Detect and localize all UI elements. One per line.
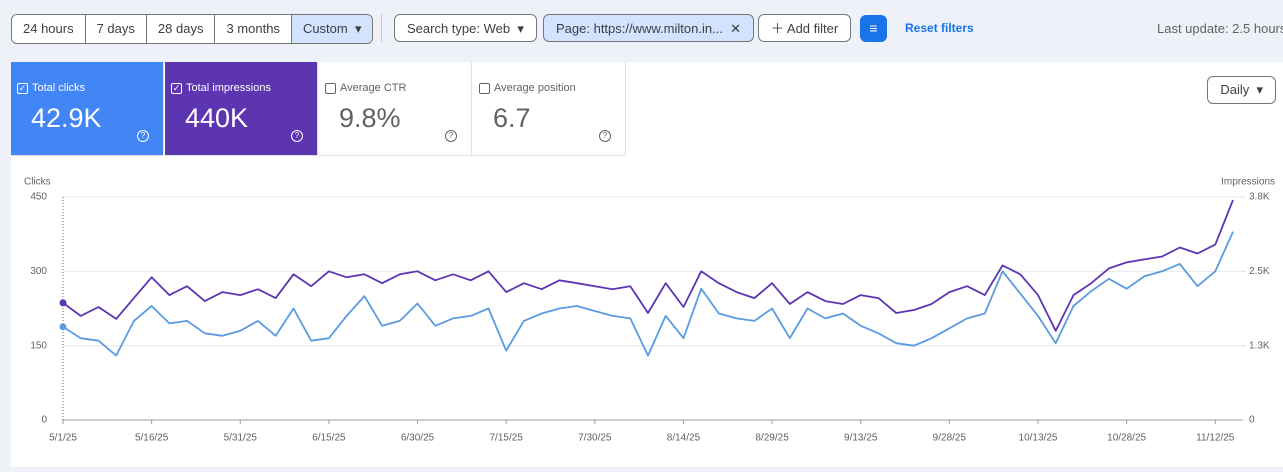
metric-label: Average CTR [340, 82, 407, 94]
x-tick-label: 5/31/25 [224, 433, 258, 444]
search-type-label: Search type: Web [407, 21, 511, 36]
divider [381, 14, 382, 42]
series-line [62, 231, 1234, 357]
granularity-label: Daily [1220, 82, 1250, 97]
granularity-dropdown[interactable]: Daily ▾ [1207, 76, 1276, 104]
metric-label: Total clicks [32, 82, 86, 94]
x-tick-label: 11/12/25 [1196, 433, 1235, 444]
add-filter-button[interactable]: ＋ Add filter [758, 14, 852, 42]
metric-checkbox[interactable] [325, 83, 336, 94]
date-range-option[interactable]: Custom ▾ [291, 15, 373, 43]
x-tick-label: 9/13/25 [844, 433, 878, 444]
series-line [62, 199, 1234, 332]
x-tick-label: 9/28/25 [933, 433, 967, 444]
metric-checkbox[interactable] [479, 83, 490, 94]
date-range-option[interactable]: 24 hours [12, 15, 86, 43]
metric-checkbox[interactable]: ✓ [17, 83, 28, 94]
x-tick-label: 10/13/25 [1019, 433, 1058, 444]
y2-tick-label: 3.8K [1249, 192, 1270, 203]
y-tick-label: 300 [30, 266, 47, 277]
metric-value: 6.7 [493, 103, 531, 133]
date-range-option[interactable]: 7 days [85, 15, 147, 43]
metric-card[interactable]: ✓ Total clicks 42.9K? [11, 62, 164, 156]
x-tick-label: 7/30/25 [578, 433, 612, 444]
performance-chart: Clicks Impressions 0 150 300 450 0 1.3K 2.5K 3.8K… [24, 177, 1275, 444]
date-range-selector: 24 hours 7 days 28 days 3 months Custom … [11, 14, 374, 44]
y-tick-label: 150 [30, 340, 47, 351]
date-range-option[interactable]: 3 months [215, 15, 292, 43]
metric-value: 440K [185, 103, 249, 133]
page-filter[interactable]: Page: https://www.milton.in... ✕ [543, 14, 755, 42]
metric-value: 42.9K [31, 103, 102, 133]
performance-panel: Daily ▾ ✓ Total clicks 42.9K? ✓ Total impres… [11, 62, 1283, 467]
date-range-option[interactable]: 28 days [146, 15, 216, 43]
metric-checkbox[interactable]: ✓ [171, 83, 182, 94]
x-tick-label: 8/29/25 [755, 433, 789, 444]
page-filter-label: Page: https://www.milton.in... [556, 21, 723, 36]
series-start-dot [59, 323, 67, 331]
y-tick-label: 450 [30, 192, 47, 203]
y2-axis-title: Impressions [1221, 177, 1275, 188]
help-icon[interactable]: ? [291, 130, 303, 142]
metric-card[interactable]: Average CTR 9.8%? [319, 62, 472, 156]
x-tick-label: 8/14/25 [667, 433, 701, 444]
help-icon[interactable]: ? [445, 130, 457, 142]
y2-tick-label: 1.3K [1249, 340, 1270, 351]
reset-filters-link[interactable]: Reset filters [905, 21, 974, 35]
x-tick-label: 6/15/25 [312, 433, 346, 444]
x-tick-label: 7/15/25 [489, 433, 523, 444]
y2-tick-label: 0 [1249, 415, 1255, 426]
y2-tick-label: 2.5K [1249, 266, 1270, 277]
add-filter-label: Add filter [786, 21, 839, 36]
metric-card[interactable]: Average position 6.7? [473, 62, 626, 156]
x-tick-label: 10/28/25 [1107, 433, 1146, 444]
y-axis-title: Clicks [24, 177, 51, 188]
help-icon[interactable]: ? [599, 130, 611, 142]
help-icon[interactable]: ? [137, 130, 149, 142]
metric-card[interactable]: ✓ Total impressions 440K? [165, 62, 318, 156]
x-tick-label: 6/30/25 [401, 433, 435, 444]
date-range-label: Custom [302, 21, 348, 36]
metric-label: Average position [494, 82, 576, 94]
filter-settings-button[interactable]: ≡ [860, 15, 887, 42]
series-start-dot [59, 299, 67, 307]
y-tick-label: 0 [41, 415, 47, 426]
metric-label: Total impressions [186, 82, 271, 94]
search-type-filter[interactable]: Search type: Web ▾ [394, 14, 537, 42]
metric-value: 9.8% [339, 103, 401, 133]
last-update: Last update: 2.5 hours [1157, 21, 1283, 36]
x-tick-label: 5/16/25 [135, 433, 169, 444]
x-tick-label: 5/1/25 [49, 433, 77, 444]
